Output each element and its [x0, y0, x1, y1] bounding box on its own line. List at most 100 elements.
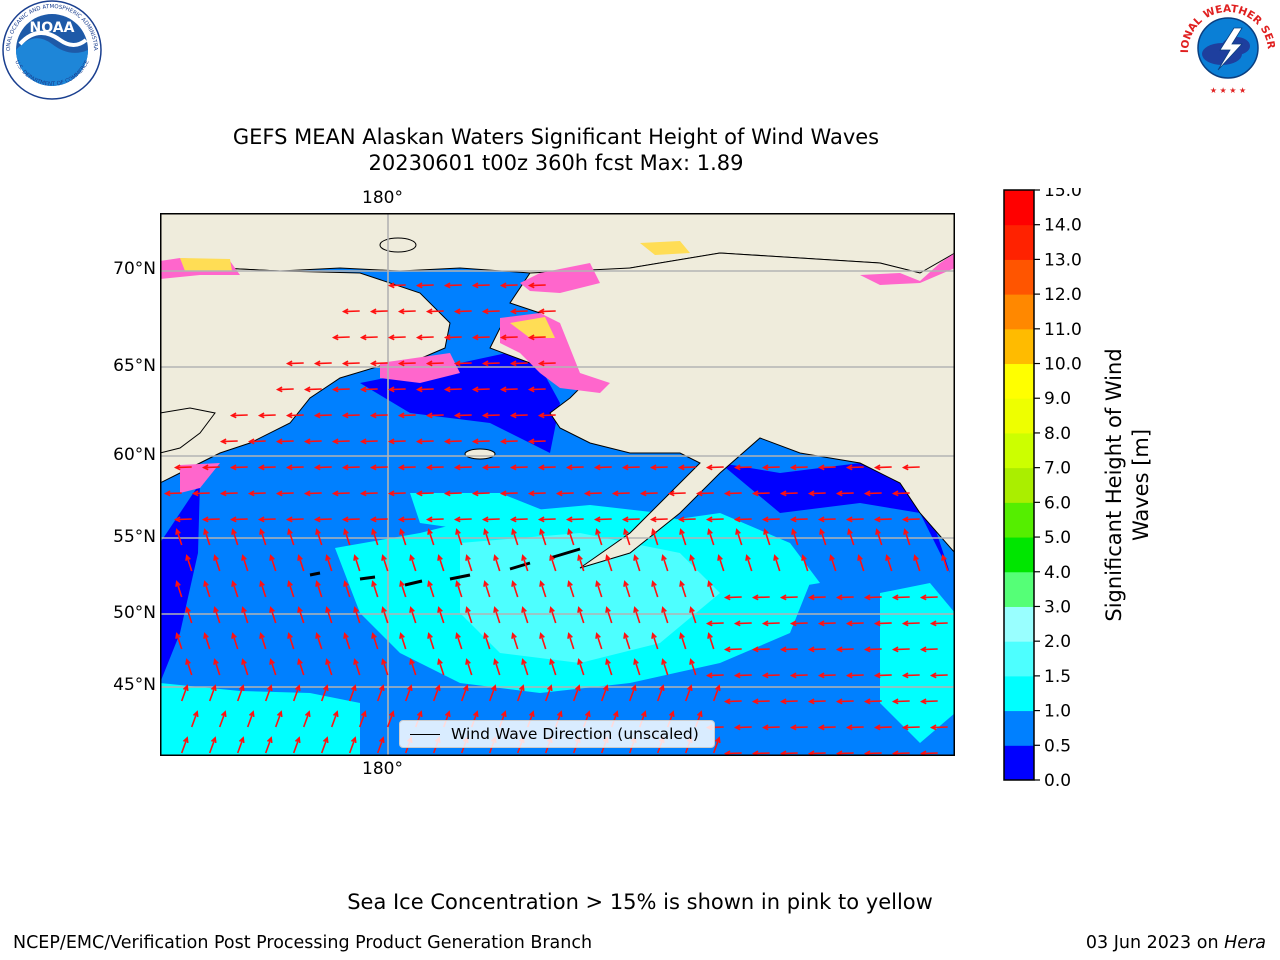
direction-arrow-head	[185, 658, 191, 665]
direction-arrow-shaft	[221, 440, 238, 443]
direction-arrow-head	[565, 464, 573, 471]
direction-arrow-head	[555, 490, 563, 497]
direction-arrow-shaft	[343, 362, 360, 365]
lon-label-top: 180°	[362, 188, 403, 208]
aleutian-islands	[309, 547, 581, 587]
direction-arrow-shaft	[221, 492, 238, 495]
direction-arrow-head	[248, 710, 255, 718]
direction-arrow-shaft	[501, 388, 518, 391]
direction-arrow-head	[695, 490, 703, 497]
footer-date-text: 03 Jun 2023 on	[1085, 933, 1219, 953]
direction-arrow-head	[378, 736, 385, 744]
direction-arrow-shaft	[399, 362, 416, 365]
direction-arrow-head	[891, 698, 899, 705]
direction-arrow-head	[175, 632, 181, 639]
direction-arrow-shaft	[913, 555, 921, 572]
direction-arrow-shaft	[661, 659, 669, 676]
direction-arrow-head	[595, 580, 601, 587]
colorbar-segment	[1004, 328, 1034, 365]
direction-arrow-shaft	[865, 700, 882, 703]
direction-arrow-shaft	[725, 492, 742, 495]
direction-arrow-head	[857, 554, 863, 561]
direction-arrow-shaft	[641, 492, 658, 495]
direction-arrow-head	[817, 724, 825, 731]
direction-arrow-head	[434, 684, 441, 692]
direction-arrow-head	[371, 632, 377, 639]
direction-arrow-head	[661, 554, 667, 561]
direction-arrow-head	[677, 516, 685, 523]
lat-label-60: 60°N	[113, 445, 156, 465]
direction-arrow-shaft	[371, 310, 388, 313]
direction-arrow-head	[285, 412, 293, 419]
direction-arrow-shaft	[417, 492, 434, 495]
direction-arrow-shaft	[213, 607, 221, 624]
direction-arrow-shaft	[539, 310, 556, 313]
direction-arrow-shaft	[305, 388, 322, 391]
direction-arrow-head	[325, 554, 331, 561]
colorbar-tick-label: 11.0	[1044, 320, 1082, 340]
direction-arrow-head	[791, 528, 797, 535]
direction-arrow-head	[483, 632, 489, 639]
direction-arrow-head	[891, 490, 899, 497]
direction-arrow-shaft	[259, 633, 267, 650]
direction-arrow-head	[322, 736, 329, 744]
direction-arrow-shaft	[437, 607, 445, 624]
direction-arrow-shaft	[549, 659, 557, 676]
direction-arrow-head	[537, 464, 545, 471]
direction-arrow-head	[325, 606, 331, 613]
colorbar-frame	[1003, 189, 1035, 781]
direction-arrow-head	[241, 606, 247, 613]
direction-arrow-shaft	[269, 607, 277, 624]
direction-arrow-shaft	[633, 555, 641, 572]
direction-arrow-shaft	[501, 440, 518, 443]
direction-arrow-shaft	[669, 492, 686, 495]
direction-arrow-shaft	[837, 700, 854, 703]
direction-arrow-head	[761, 620, 769, 627]
direction-arrow-head	[845, 464, 853, 471]
direction-arrow-shaft	[297, 607, 305, 624]
moderate-wave-region-southwest	[160, 683, 360, 756]
direction-arrow-head	[593, 464, 601, 471]
direction-arrow-shaft	[819, 518, 836, 521]
direction-arrow-head	[567, 580, 573, 587]
direction-arrow-head	[182, 684, 189, 692]
direction-arrow-shaft	[455, 529, 463, 546]
direction-arrow-head	[462, 684, 469, 692]
direction-arrow-shaft	[427, 529, 435, 546]
direction-arrow-head	[163, 490, 171, 497]
direction-arrow-head	[443, 334, 451, 341]
direction-arrow-shaft	[473, 388, 490, 391]
direction-arrow-shaft	[269, 555, 277, 572]
direction-arrow-head	[359, 438, 367, 445]
direction-arrow-head	[761, 516, 769, 523]
direction-arrow-head	[294, 736, 301, 744]
colorbar-segment	[1004, 224, 1034, 260]
direction-arrow-shaft	[501, 284, 518, 287]
direction-arrow-head	[733, 620, 741, 627]
direction-arrow-shaft	[809, 648, 826, 651]
direction-arrow-shaft	[763, 518, 780, 521]
direction-arrow-shaft	[577, 659, 585, 676]
direction-arrow-head	[807, 594, 815, 601]
direction-arrow-head	[443, 490, 451, 497]
direction-arrow-head	[378, 684, 385, 692]
direction-arrow-head	[527, 282, 535, 289]
direction-arrow-head	[493, 606, 499, 613]
direction-arrow-shaft	[333, 336, 350, 339]
wave-height-map	[160, 213, 955, 756]
direction-arrow-head	[583, 490, 591, 497]
direction-arrow-shaft	[847, 518, 864, 521]
direction-arrow-head	[577, 606, 583, 613]
direction-arrow-shaft	[353, 555, 361, 572]
direction-arrow-shaft	[287, 518, 304, 521]
direction-arrow-head	[369, 516, 377, 523]
direction-arrow-shaft	[417, 336, 434, 339]
direction-arrow-head	[415, 386, 423, 393]
direction-arrow-shaft	[231, 633, 239, 650]
direction-arrow-head	[471, 282, 479, 289]
direction-arrow-head	[437, 658, 443, 665]
direction-arrow-head	[465, 658, 471, 665]
direction-arrow-shaft	[557, 492, 574, 495]
direction-arrow-head	[511, 580, 517, 587]
direction-arrow-shaft	[483, 310, 500, 313]
